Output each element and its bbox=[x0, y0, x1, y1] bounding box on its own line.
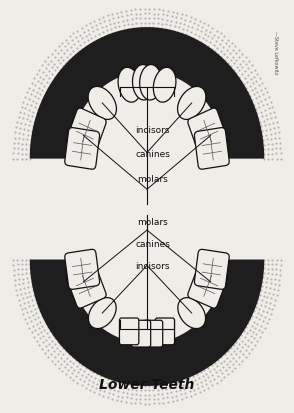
FancyBboxPatch shape bbox=[65, 128, 100, 170]
Ellipse shape bbox=[133, 65, 154, 101]
FancyBboxPatch shape bbox=[194, 250, 229, 290]
Text: —Steve Lefkowitz: —Steve Lefkowitz bbox=[273, 31, 278, 74]
FancyBboxPatch shape bbox=[143, 320, 163, 347]
Text: incisors: incisors bbox=[135, 261, 170, 270]
PathPatch shape bbox=[30, 28, 264, 159]
FancyBboxPatch shape bbox=[188, 109, 228, 155]
FancyBboxPatch shape bbox=[188, 264, 228, 309]
Ellipse shape bbox=[88, 298, 116, 329]
FancyBboxPatch shape bbox=[65, 250, 100, 290]
PathPatch shape bbox=[30, 260, 264, 386]
Ellipse shape bbox=[88, 87, 116, 120]
Ellipse shape bbox=[178, 298, 206, 329]
Text: molars: molars bbox=[137, 217, 168, 226]
FancyBboxPatch shape bbox=[66, 264, 106, 309]
Text: molars: molars bbox=[137, 175, 168, 183]
Text: Lower Teeth: Lower Teeth bbox=[99, 377, 195, 391]
FancyBboxPatch shape bbox=[131, 320, 151, 347]
FancyBboxPatch shape bbox=[119, 318, 139, 345]
Ellipse shape bbox=[140, 65, 161, 101]
FancyBboxPatch shape bbox=[194, 128, 229, 170]
FancyBboxPatch shape bbox=[155, 318, 175, 345]
Ellipse shape bbox=[118, 68, 141, 103]
Text: canines: canines bbox=[135, 149, 170, 158]
Text: incisors: incisors bbox=[135, 126, 170, 135]
FancyBboxPatch shape bbox=[66, 109, 106, 155]
Ellipse shape bbox=[178, 87, 206, 120]
Ellipse shape bbox=[153, 68, 176, 103]
Text: canines: canines bbox=[135, 239, 170, 248]
